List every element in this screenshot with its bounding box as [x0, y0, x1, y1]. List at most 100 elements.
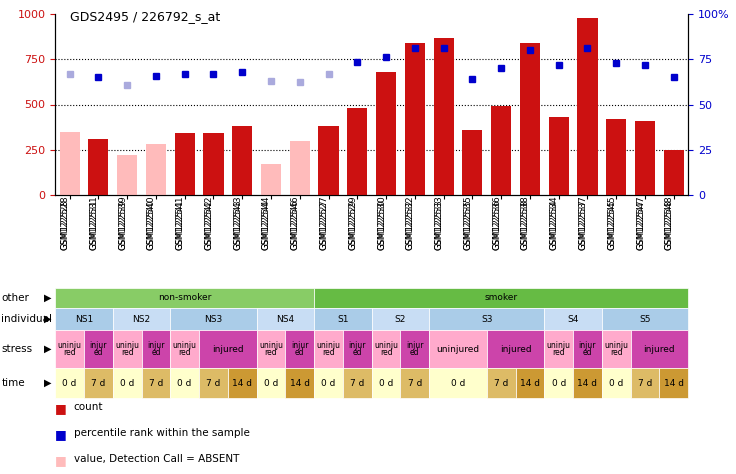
Text: GSM122543: GSM122543: [233, 200, 242, 250]
Text: 7 d: 7 d: [638, 379, 652, 388]
Bar: [174, 134, 195, 195]
FancyBboxPatch shape: [199, 330, 257, 368]
FancyBboxPatch shape: [429, 308, 545, 330]
Text: GSM122531: GSM122531: [89, 200, 99, 250]
Bar: [520, 43, 540, 195]
FancyBboxPatch shape: [400, 368, 429, 398]
Bar: [491, 106, 512, 195]
FancyBboxPatch shape: [400, 330, 429, 368]
Text: ■: ■: [55, 402, 67, 415]
Text: GSM122539: GSM122539: [118, 200, 127, 250]
Text: GSM122527: GSM122527: [319, 195, 328, 250]
Text: injur
ed: injur ed: [406, 340, 424, 357]
FancyBboxPatch shape: [55, 368, 84, 398]
Text: GSM122544: GSM122544: [262, 200, 271, 250]
Text: ▶: ▶: [44, 378, 52, 388]
FancyBboxPatch shape: [257, 308, 314, 330]
FancyBboxPatch shape: [545, 330, 573, 368]
Text: S2: S2: [394, 315, 406, 323]
Bar: [664, 150, 684, 195]
Text: 0 d: 0 d: [551, 379, 566, 388]
Text: 0 d: 0 d: [63, 379, 77, 388]
Text: 7 d: 7 d: [408, 379, 422, 388]
Text: ■: ■: [55, 428, 67, 441]
FancyBboxPatch shape: [257, 330, 286, 368]
Text: 14 d: 14 d: [664, 379, 684, 388]
Text: injured: injured: [643, 345, 675, 354]
Text: injured: injured: [212, 345, 244, 354]
Text: 7 d: 7 d: [494, 379, 509, 388]
Text: smoker: smoker: [484, 293, 517, 302]
FancyBboxPatch shape: [170, 368, 199, 398]
FancyBboxPatch shape: [113, 330, 141, 368]
FancyBboxPatch shape: [113, 308, 170, 330]
Text: uninju
red: uninju red: [173, 340, 197, 357]
Text: 0 d: 0 d: [263, 379, 278, 388]
Text: GSM122534: GSM122534: [550, 200, 559, 250]
FancyBboxPatch shape: [199, 368, 228, 398]
Text: GSM122546: GSM122546: [291, 200, 300, 250]
Text: percentile rank within the sample: percentile rank within the sample: [74, 428, 250, 438]
Text: GSM122543: GSM122543: [233, 195, 242, 250]
Text: injur
ed: injur ed: [147, 340, 165, 357]
Bar: [376, 72, 396, 195]
Text: GSM122539: GSM122539: [118, 195, 127, 250]
FancyBboxPatch shape: [631, 368, 659, 398]
Text: GSM122536: GSM122536: [492, 195, 501, 250]
Text: NS1: NS1: [75, 315, 93, 323]
Text: uninju
red: uninju red: [547, 340, 570, 357]
Text: GSM122530: GSM122530: [377, 200, 386, 250]
Text: GDS2495 / 226792_s_at: GDS2495 / 226792_s_at: [70, 10, 220, 23]
FancyBboxPatch shape: [631, 330, 688, 368]
Text: 14 d: 14 d: [520, 379, 540, 388]
Text: GSM122527: GSM122527: [319, 200, 328, 250]
FancyBboxPatch shape: [573, 330, 602, 368]
FancyBboxPatch shape: [545, 368, 573, 398]
FancyBboxPatch shape: [372, 368, 400, 398]
Text: GSM122537: GSM122537: [578, 200, 587, 250]
Text: 0 d: 0 d: [177, 379, 192, 388]
FancyBboxPatch shape: [286, 330, 314, 368]
Text: GSM122528: GSM122528: [60, 195, 70, 250]
Bar: [203, 134, 224, 195]
Text: time: time: [1, 378, 25, 388]
Bar: [117, 155, 137, 195]
Text: non-smoker: non-smoker: [158, 293, 211, 302]
FancyBboxPatch shape: [429, 368, 486, 398]
Text: GSM122530: GSM122530: [377, 195, 386, 250]
FancyBboxPatch shape: [545, 308, 602, 330]
Text: ■: ■: [55, 454, 67, 467]
FancyBboxPatch shape: [84, 330, 113, 368]
FancyBboxPatch shape: [55, 330, 84, 368]
Text: GSM122533: GSM122533: [434, 195, 444, 250]
Text: 0 d: 0 d: [451, 379, 465, 388]
Text: NS3: NS3: [205, 315, 222, 323]
FancyBboxPatch shape: [286, 368, 314, 398]
Text: ▶: ▶: [44, 314, 52, 324]
Text: individual: individual: [1, 314, 52, 324]
Text: GSM122548: GSM122548: [665, 200, 673, 250]
Bar: [347, 108, 367, 195]
Text: GSM122541: GSM122541: [176, 200, 185, 250]
Text: NS4: NS4: [276, 315, 294, 323]
FancyBboxPatch shape: [55, 308, 113, 330]
FancyBboxPatch shape: [170, 308, 257, 330]
FancyBboxPatch shape: [573, 368, 602, 398]
Text: 7 d: 7 d: [91, 379, 105, 388]
Bar: [577, 18, 598, 195]
FancyBboxPatch shape: [659, 368, 688, 398]
Text: GSM122529: GSM122529: [348, 195, 357, 250]
Text: GSM122547: GSM122547: [636, 200, 645, 250]
FancyBboxPatch shape: [343, 330, 372, 368]
Text: GSM122547: GSM122547: [636, 195, 645, 250]
Text: uninju
red: uninju red: [259, 340, 283, 357]
Bar: [232, 126, 252, 195]
FancyBboxPatch shape: [228, 368, 257, 398]
FancyBboxPatch shape: [515, 368, 545, 398]
Text: injur
ed: injur ed: [90, 340, 107, 357]
Text: S5: S5: [640, 315, 651, 323]
FancyBboxPatch shape: [314, 308, 372, 330]
FancyBboxPatch shape: [113, 368, 141, 398]
FancyBboxPatch shape: [55, 288, 314, 308]
Text: uninju
red: uninju red: [604, 340, 629, 357]
